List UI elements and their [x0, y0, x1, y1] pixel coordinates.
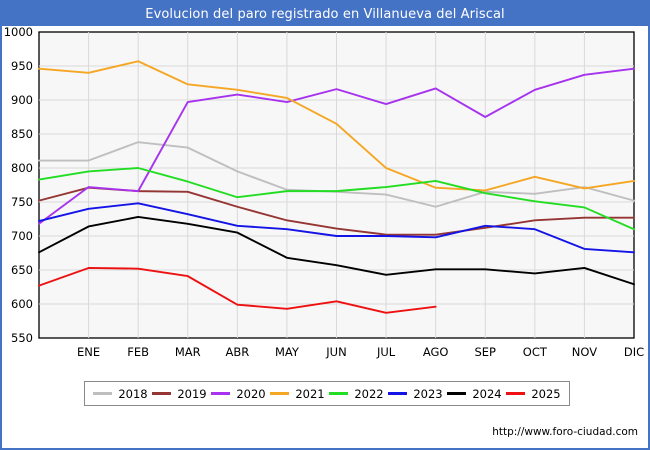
- y-tick-label: 600: [11, 297, 33, 311]
- legend-item-2021[interactable]: 2021: [270, 386, 325, 401]
- legend-swatch-icon: [329, 392, 349, 395]
- x-tick-label: MAR: [175, 345, 201, 359]
- legend-item-2025[interactable]: 2025: [506, 386, 561, 401]
- legend-item-2018[interactable]: 2018: [93, 386, 148, 401]
- y-tick-label: 950: [11, 59, 33, 73]
- x-tick-label: FEB: [127, 345, 149, 359]
- legend-item-2020[interactable]: 2020: [211, 386, 266, 401]
- legend-swatch-icon: [93, 392, 113, 395]
- y-tick-label: 800: [11, 161, 33, 175]
- legend-label: 2025: [531, 386, 561, 401]
- legend-item-2024[interactable]: 2024: [447, 386, 502, 401]
- gridlines-group: [39, 32, 634, 338]
- x-tick-label: ABR: [225, 345, 249, 359]
- y-tick-label: 700: [11, 229, 33, 243]
- y-tick-label: 1000: [4, 26, 33, 39]
- x-tick-label: DIC: [624, 345, 644, 359]
- series-line-2024: [38, 216, 635, 286]
- legend-item-2023[interactable]: 2023: [388, 386, 443, 401]
- data-series-group: [38, 60, 635, 314]
- legend-label: 2018: [118, 386, 148, 401]
- legend-label: 2022: [354, 386, 384, 401]
- legend-swatch-icon: [211, 392, 231, 395]
- x-tick-label: AGO: [423, 345, 449, 359]
- legend-swatch-icon: [270, 392, 290, 395]
- legend-item-2022[interactable]: 2022: [329, 386, 384, 401]
- y-axis-tick-labels: 550 600 650 700 750 800 850 900 950 1000: [4, 26, 33, 345]
- chart-title: Evolucion del paro registrado en Villanu…: [145, 6, 505, 22]
- x-tick-label: OCT: [523, 345, 548, 359]
- x-tick-label: JUL: [376, 345, 396, 359]
- chart-legend: 2018 2019 2020 2021 2022 2023 2024 2025: [84, 381, 570, 406]
- x-tick-label: SEP: [474, 345, 496, 359]
- chart-canvas: 550 600 650 700 750 800 850 900 950 1000 ENE FEB MA…: [2, 26, 648, 448]
- legend-label: 2023: [413, 386, 443, 401]
- legend-label: 2021: [295, 386, 325, 401]
- legend-swatch-icon: [388, 392, 408, 395]
- x-tick-label: NOV: [572, 345, 597, 359]
- window-title-bar: Evolucion del paro registrado en Villanu…: [2, 2, 648, 26]
- y-tick-label: 650: [11, 263, 33, 277]
- x-tick-label: ENE: [77, 345, 100, 359]
- x-tick-label: MAY: [275, 345, 300, 359]
- legend-swatch-icon: [152, 392, 172, 395]
- legend-swatch-icon: [506, 392, 526, 395]
- series-line-2023: [38, 202, 635, 254]
- y-tick-label: 850: [11, 127, 33, 141]
- source-url: http://www.foro-ciudad.com: [492, 426, 638, 438]
- legend-item-2019[interactable]: 2019: [152, 386, 207, 401]
- legend-label: 2020: [236, 386, 266, 401]
- x-tick-label: JUN: [325, 345, 346, 359]
- series-line-2021: [38, 60, 635, 192]
- y-tick-label: 550: [11, 331, 33, 345]
- line-chart-svg: 550 600 650 700 750 800 850 900 950 1000 ENE FEB MA…: [4, 26, 644, 359]
- series-line-2022: [38, 167, 635, 231]
- y-tick-label: 900: [11, 93, 33, 107]
- legend-swatch-icon: [447, 392, 467, 395]
- x-axis-tick-labels: ENE FEB MAR ABR MAY JUN JUL AGO SEP OCT NOV DIC: [77, 345, 644, 359]
- legend-label: 2024: [472, 386, 502, 401]
- series-line-2025: [38, 267, 437, 314]
- y-tick-label: 750: [11, 195, 33, 209]
- series-line-2020: [38, 67, 635, 225]
- legend-label: 2019: [177, 386, 207, 401]
